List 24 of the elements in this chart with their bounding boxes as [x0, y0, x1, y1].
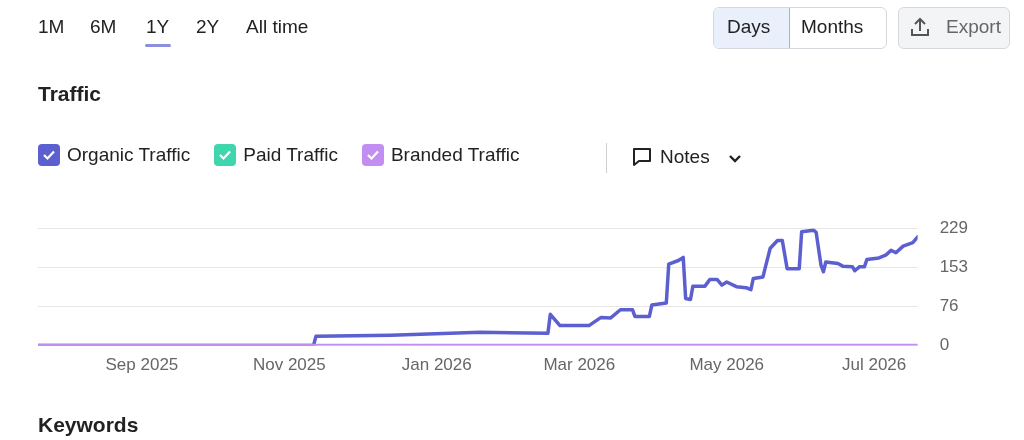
- legend-label: Organic Traffic: [67, 144, 191, 166]
- x-tick-label: Nov 2025: [252, 355, 326, 375]
- x-tick-label: Jan 2026: [401, 355, 472, 375]
- legend-label: Branded Traffic: [390, 144, 520, 166]
- text: 2Y: [196, 16, 220, 38]
- chart-title: Traffic: [38, 82, 102, 106]
- text: All time: [246, 16, 309, 38]
- x-tick-label: Jul 2026: [842, 355, 907, 375]
- text: 6M: [90, 16, 117, 38]
- y-tick-label: 229: [939, 217, 969, 237]
- text: Notes: [660, 146, 710, 168]
- text: 1Y: [146, 16, 170, 38]
- x-tick-label: Mar 2026: [543, 355, 616, 375]
- y-tick-label: 153: [939, 256, 969, 276]
- text: Keywords: [38, 413, 139, 437]
- text: Months: [801, 16, 864, 38]
- x-tick-label: Sep 2025: [105, 355, 179, 375]
- text: 1M: [38, 16, 65, 38]
- y-tick-label: 76: [939, 296, 959, 316]
- text: Export: [946, 16, 1001, 38]
- y-tick-label: 0: [939, 335, 950, 355]
- x-tick-label: May 2026: [689, 355, 765, 375]
- legend-label: Paid Traffic: [243, 144, 338, 166]
- text: Days: [727, 16, 771, 38]
